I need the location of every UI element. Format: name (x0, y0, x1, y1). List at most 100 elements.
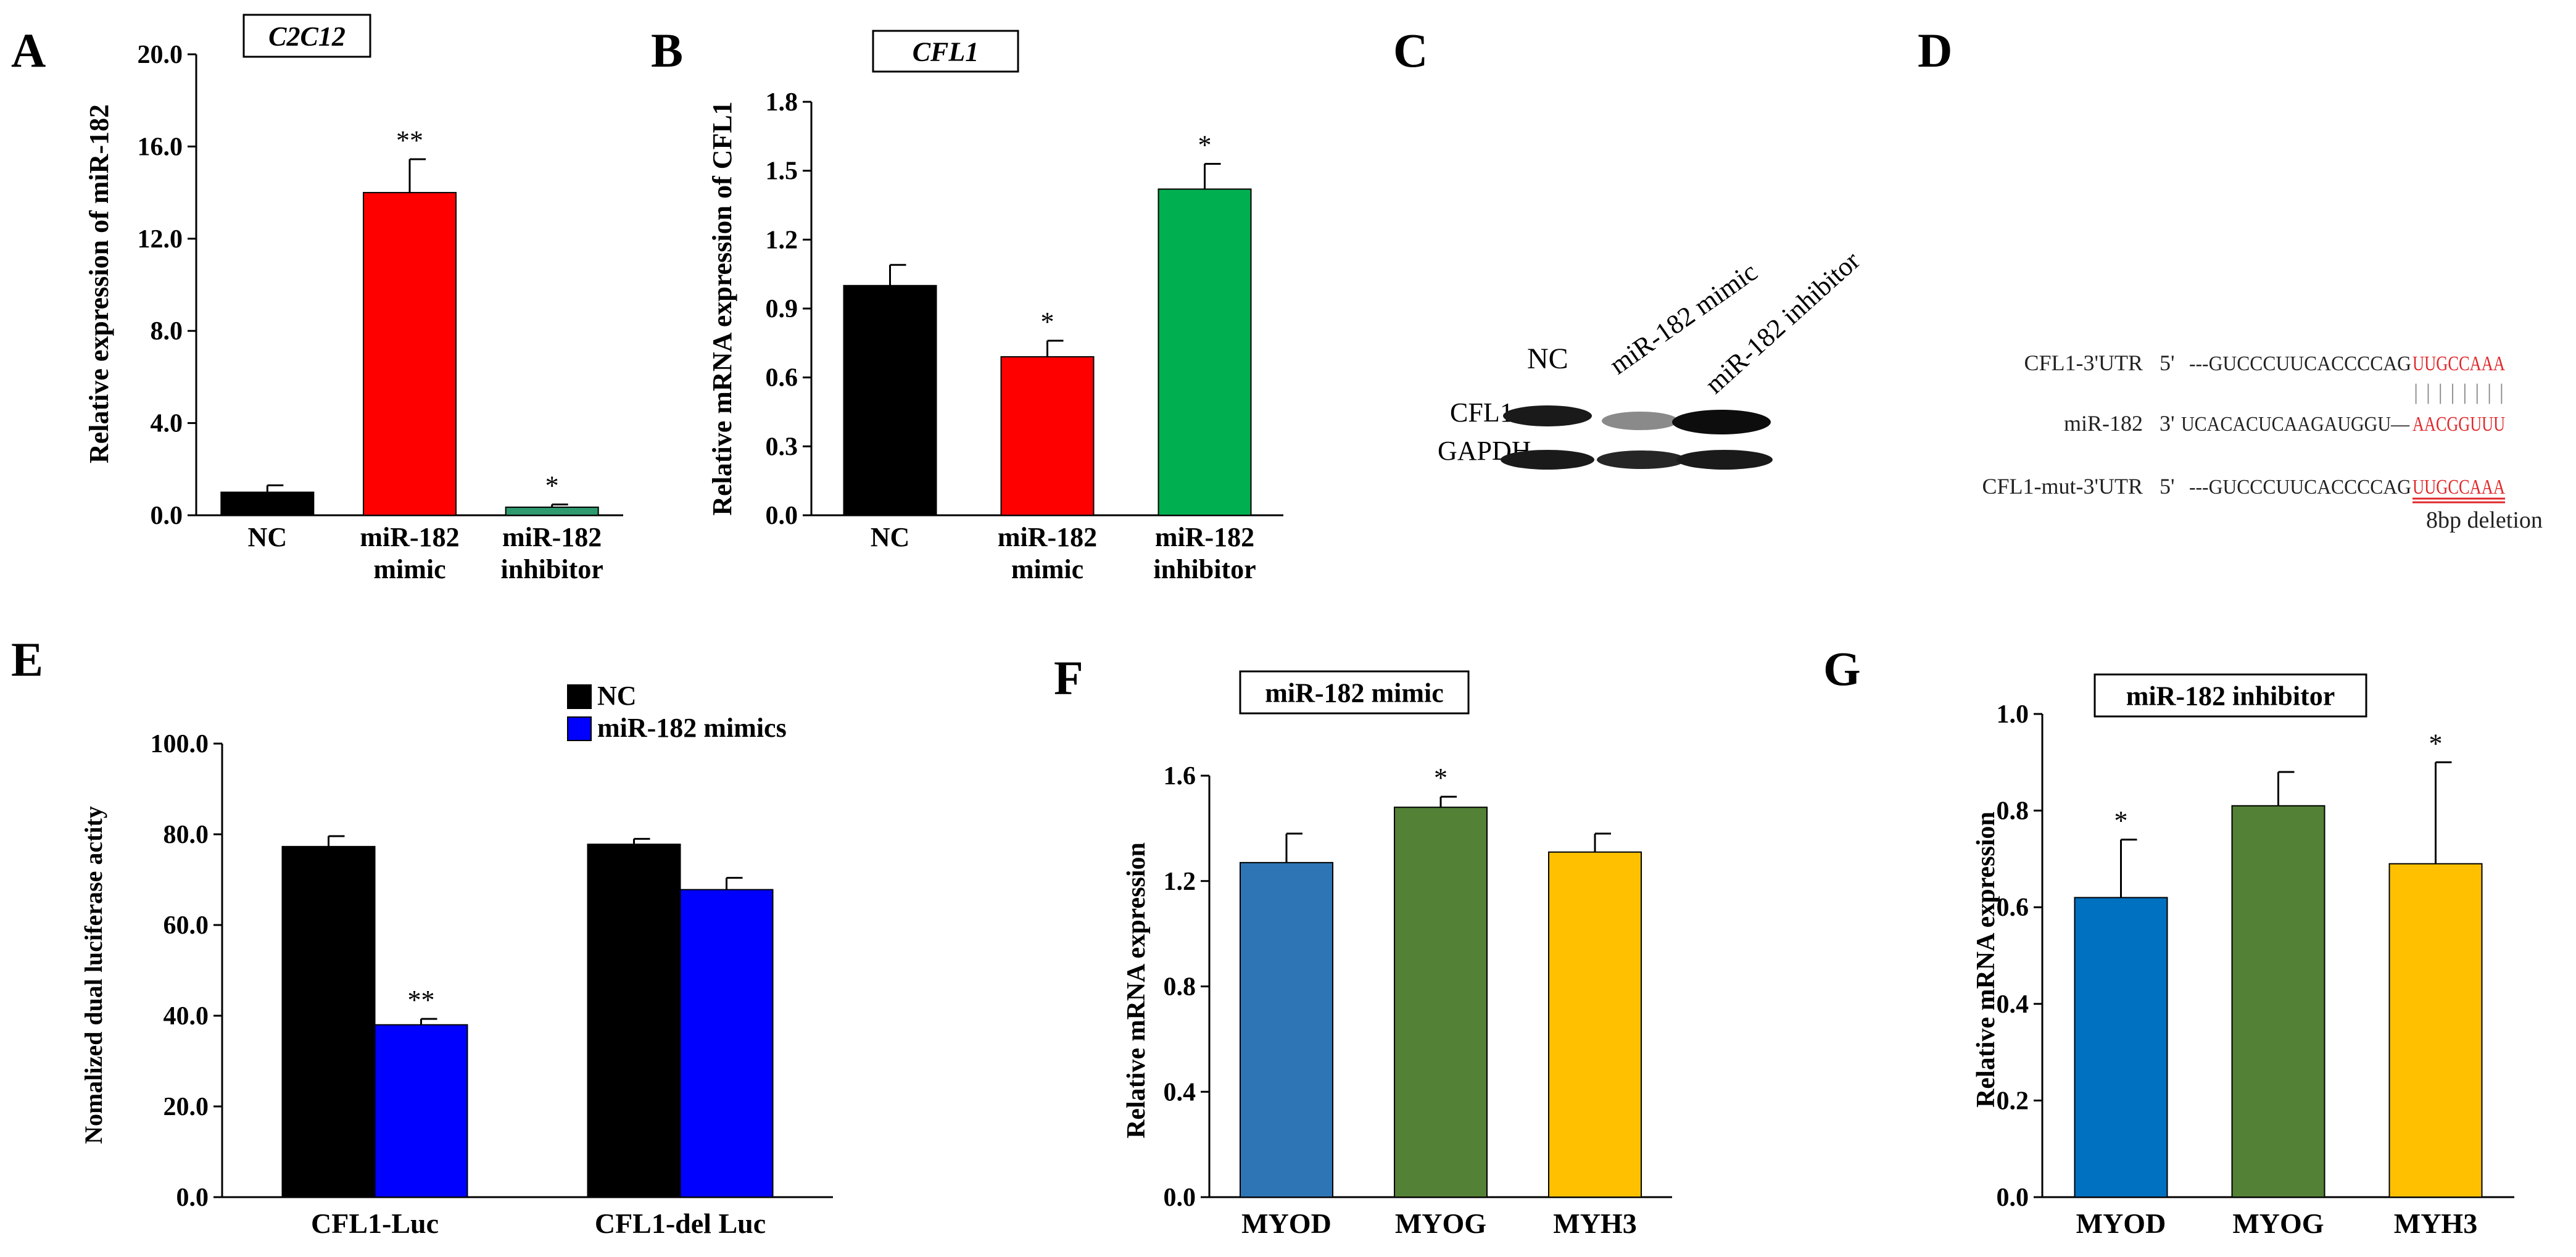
chart-f-bar-1 (1394, 807, 1488, 1198)
chart-a: 0.0 4.0 8.0 12.0 16.0 20.0 Relative expression… (84, 14, 623, 584)
deletion-note: 8bp deletion (2426, 507, 2543, 533)
panel-letter-c: C (1393, 23, 1428, 77)
chart-b-ytick-label: 0.9 (766, 295, 798, 323)
chart-e-ytick-label: 0.0 (176, 1184, 209, 1212)
chart-f: 0.0 0.4 0.8 1.2 1.6 Relative mRNA expression m… (1122, 670, 1672, 1239)
chart-b-category-label: NC (871, 522, 910, 552)
chart-e-ytick-label: 80.0 (164, 821, 209, 849)
chart-a-category-label: inhibitor (501, 554, 603, 584)
chart-a-category-label: miR-182 (502, 522, 602, 552)
chart-a-category-label: mimic (373, 554, 445, 584)
chart-a-ytick-label: 0.0 (151, 502, 183, 530)
chart-e-category-label: CFL1-del Luc (595, 1208, 766, 1239)
chart-b-ytick-label: 1.2 (766, 226, 798, 254)
chart-b-ylabel: Relative mRNA expression of CFL1 (707, 101, 737, 515)
chart-e-ytick-label: 60.0 (164, 911, 209, 940)
panel-letter-f: F (1054, 651, 1083, 705)
chart-b-bar-1 (1000, 356, 1095, 516)
chart-e-ylabel: Nomalized dual luciferase actity (80, 806, 107, 1144)
chart-b-category-label: mimic (1011, 554, 1083, 584)
chart-g-bar-1 (2231, 805, 2325, 1198)
chart-a-ytick-label: 12.0 (138, 225, 183, 254)
chart-g: 0.0 0.2 0.4 0.6 0.8 1.0 Relative mRNA expressi… (1972, 673, 2514, 1239)
chart-a-title: C2C12 (268, 21, 346, 51)
chart-a-ytick-label: 20.0 (138, 41, 183, 69)
chart-e-legend-label-1: miR-182 mimics (597, 713, 787, 743)
seq-prefix-cfl1-mut-utr: 5' (2160, 474, 2175, 499)
seq-prefix-cfl1-utr: 5' (2160, 351, 2175, 375)
chart-e-category-label: CFL1-Luc (311, 1208, 439, 1239)
chart-e-bar-0-0 (281, 845, 376, 1198)
chart-b-title: CFL1 (913, 36, 979, 67)
lane-label-inhibitor: miR-182 inhibitor (1699, 245, 1866, 399)
chart-a-bar-2 (505, 506, 599, 516)
chart-g-title: miR-182 inhibitor (2126, 681, 2335, 711)
chart-b-category-label: miR-182 (1155, 522, 1254, 552)
chart-f-category-label: MYOG (1395, 1208, 1486, 1239)
chart-f-bar-0 (1240, 861, 1333, 1198)
chart-b-category-label: inhibitor (1153, 554, 1256, 584)
seq-name-cfl1-utr: CFL1-3'UTR (2024, 351, 2143, 375)
chart-e-legend-swatch-0 (567, 684, 592, 709)
chart-g-category-label: MYH3 (2394, 1208, 2477, 1239)
sequence-alignment-panel: CFL1-3'UTR 5' ---GUCCCUUCACCCCAG UUGCCAA… (1982, 351, 2543, 533)
chart-g-category-label: MYOG (2232, 1208, 2324, 1239)
chart-b-bar-0 (843, 284, 937, 516)
seq-cfl1-utr: ---GUCCCUUCACCCCAG (2189, 352, 2411, 375)
chart-e-ytick-label: 100.0 (151, 730, 209, 758)
panel-letter-g: G (1823, 642, 1861, 695)
chart-g-significance-2: * (2429, 728, 2443, 758)
chart-f-significance-1: * (1434, 763, 1447, 793)
chart-a-ytick-label: 4.0 (151, 410, 183, 438)
lane-label-nc: NC (1527, 342, 1568, 375)
chart-e: 0.0 20.0 40.0 60.0 80.0 100.0 Nomalized dual l… (80, 681, 833, 1239)
chart-e-bar-0-1 (374, 1024, 468, 1198)
chart-g-ytick-label: 0.6 (1997, 894, 2029, 922)
chart-a-bar-1 (363, 192, 457, 516)
chart-b-category-label: miR-182 (998, 522, 1097, 552)
panel-letter-e: E (11, 633, 43, 686)
chart-f-bar-2 (1548, 851, 1642, 1198)
panel-letter-a: A (11, 23, 46, 77)
chart-b-ytick-label: 0.3 (766, 433, 798, 461)
seq-pairing-lines: | | | | | | | | (2414, 380, 2504, 404)
blot-band-gapdh-nc (1501, 450, 1594, 470)
chart-b-ytick-label: 0.0 (766, 502, 798, 530)
chart-a-significance-2: * (545, 470, 559, 500)
chart-e-ytick-label: 40.0 (164, 1002, 209, 1031)
chart-f-ytick-label: 0.4 (1164, 1078, 1196, 1106)
chart-g-bar-0 (2074, 897, 2168, 1198)
chart-g-significance-0: * (2114, 806, 2128, 836)
chart-f-category-label: MYH3 (1553, 1208, 1636, 1239)
chart-e-ytick-label: 20.0 (164, 1093, 209, 1121)
chart-b-title-box (872, 30, 1019, 73)
panel-letter-b: B (651, 23, 683, 77)
chart-f-title: miR-182 mimic (1265, 678, 1444, 708)
seq-name-cfl1-mut-utr: CFL1-mut-3'UTR (1982, 474, 2143, 499)
chart-g-bar-2 (2388, 863, 2483, 1198)
blot-band-cfl1-nc (1503, 405, 1592, 426)
chart-a-category-label: NC (248, 522, 288, 552)
seq-mir182-seed: AACGGUUU (2412, 413, 2505, 436)
chart-f-title-box (1239, 670, 1470, 715)
chart-g-category-label: MYOD (2076, 1208, 2166, 1239)
chart-g-ytick-label: 0.2 (1997, 1087, 2029, 1115)
chart-a-category-label: miR-182 (360, 522, 459, 552)
chart-g-title-box (2094, 673, 2367, 718)
seq-name-mir182: miR-182 (2064, 411, 2143, 436)
chart-b-ytick-label: 1.5 (766, 157, 798, 186)
chart-b-bar-2 (1158, 188, 1252, 516)
panel-letter-d: D (1918, 23, 1952, 77)
chart-a-bar-0 (220, 491, 315, 516)
chart-e-bar-1-1 (679, 889, 774, 1198)
chart-e-legend-swatch-1 (567, 716, 592, 741)
blot-band-gapdh-inhibitor (1676, 450, 1773, 470)
seq-cfl1-mut-utr: ---GUCCCUUCACCCCAG (2189, 476, 2411, 499)
seq-cfl1-utr-site: UUGCCAAA (2412, 352, 2505, 375)
chart-f-ytick-label: 0.0 (1164, 1184, 1196, 1212)
chart-g-ylabel: Relative mRNA expression (1972, 811, 2000, 1108)
chart-f-ytick-label: 1.2 (1164, 868, 1196, 896)
chart-a-title-box (242, 14, 371, 58)
chart-g-ytick-label: 0.8 (1997, 797, 2029, 826)
